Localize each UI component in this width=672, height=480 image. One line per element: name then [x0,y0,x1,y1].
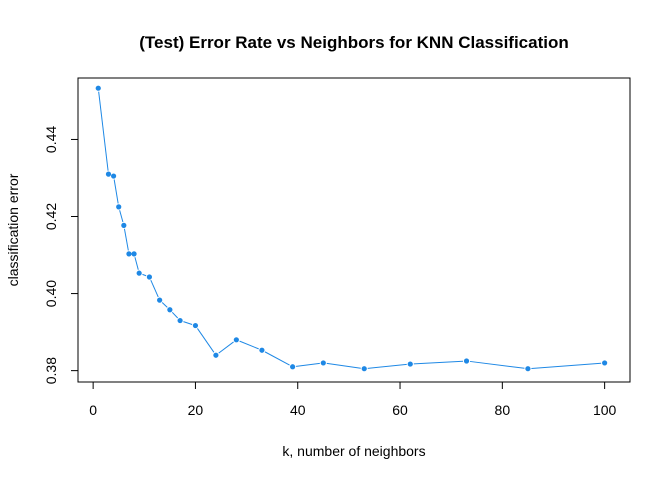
y-axis-label: classification error [5,173,21,286]
series-line-segment [113,179,119,204]
data-point [259,347,265,353]
x-tick-label: 0 [89,402,97,418]
data-point [95,85,101,91]
data-point [177,317,183,324]
plot-frame [77,77,631,383]
data-point [146,274,153,280]
data-point [290,364,296,370]
data-point [602,360,608,366]
chart-title: (Test) Error Rate vs Neighbors for KNN C… [139,33,569,52]
y-tick-label: 0.40 [43,280,59,307]
series-line-segment [161,302,168,308]
data-point [525,366,531,372]
series-line-segment [326,362,361,369]
series-line-segment [469,360,525,369]
y-tick-label: 0.44 [43,126,59,153]
data-point [110,173,117,179]
series-line-segment [264,351,290,366]
y-tick-label: 0.42 [43,203,59,230]
series-line-segment [134,257,139,270]
data-point [136,270,142,276]
series-line-segment [119,210,124,223]
x-tick-label: 60 [392,402,408,418]
data-point [463,358,470,364]
data-point [213,352,219,358]
x-tick-label: 20 [188,402,204,418]
x-axis: 0 20 40 60 80 100 [89,381,617,418]
series-line-segment [296,362,320,367]
series-line-segment [239,340,259,350]
series-line-segment [183,321,193,325]
y-axis: 0.38 0.40 0.42 0.44 [43,126,79,384]
data-point [116,204,122,210]
series-line-segment [171,311,179,319]
series-line-segment [98,91,109,171]
data-point [126,251,132,257]
series-line-segment [142,273,147,277]
x-tick-label: 100 [593,402,617,418]
data-point [131,251,137,257]
data-point [233,337,239,343]
series-line-segment [367,363,407,369]
x-tick-label: 80 [495,402,511,418]
data-point [157,297,163,303]
data-point [105,171,112,177]
series-line-segment [218,341,234,354]
data-point [192,322,199,329]
data-point [121,222,127,228]
series-line-segment [123,228,129,251]
data-point [320,360,326,366]
data-point [407,361,413,367]
series-line-segment [197,328,215,353]
x-axis-label: k, number of neighbors [282,443,425,459]
x-tick-label: 40 [290,402,306,418]
series-line-segment [531,362,602,369]
series-line-segment [150,280,159,298]
y-tick-label: 0.38 [43,357,59,384]
data-point [167,307,173,313]
series-line-segment [413,360,464,365]
series-layer [95,85,608,372]
data-point [361,366,367,372]
